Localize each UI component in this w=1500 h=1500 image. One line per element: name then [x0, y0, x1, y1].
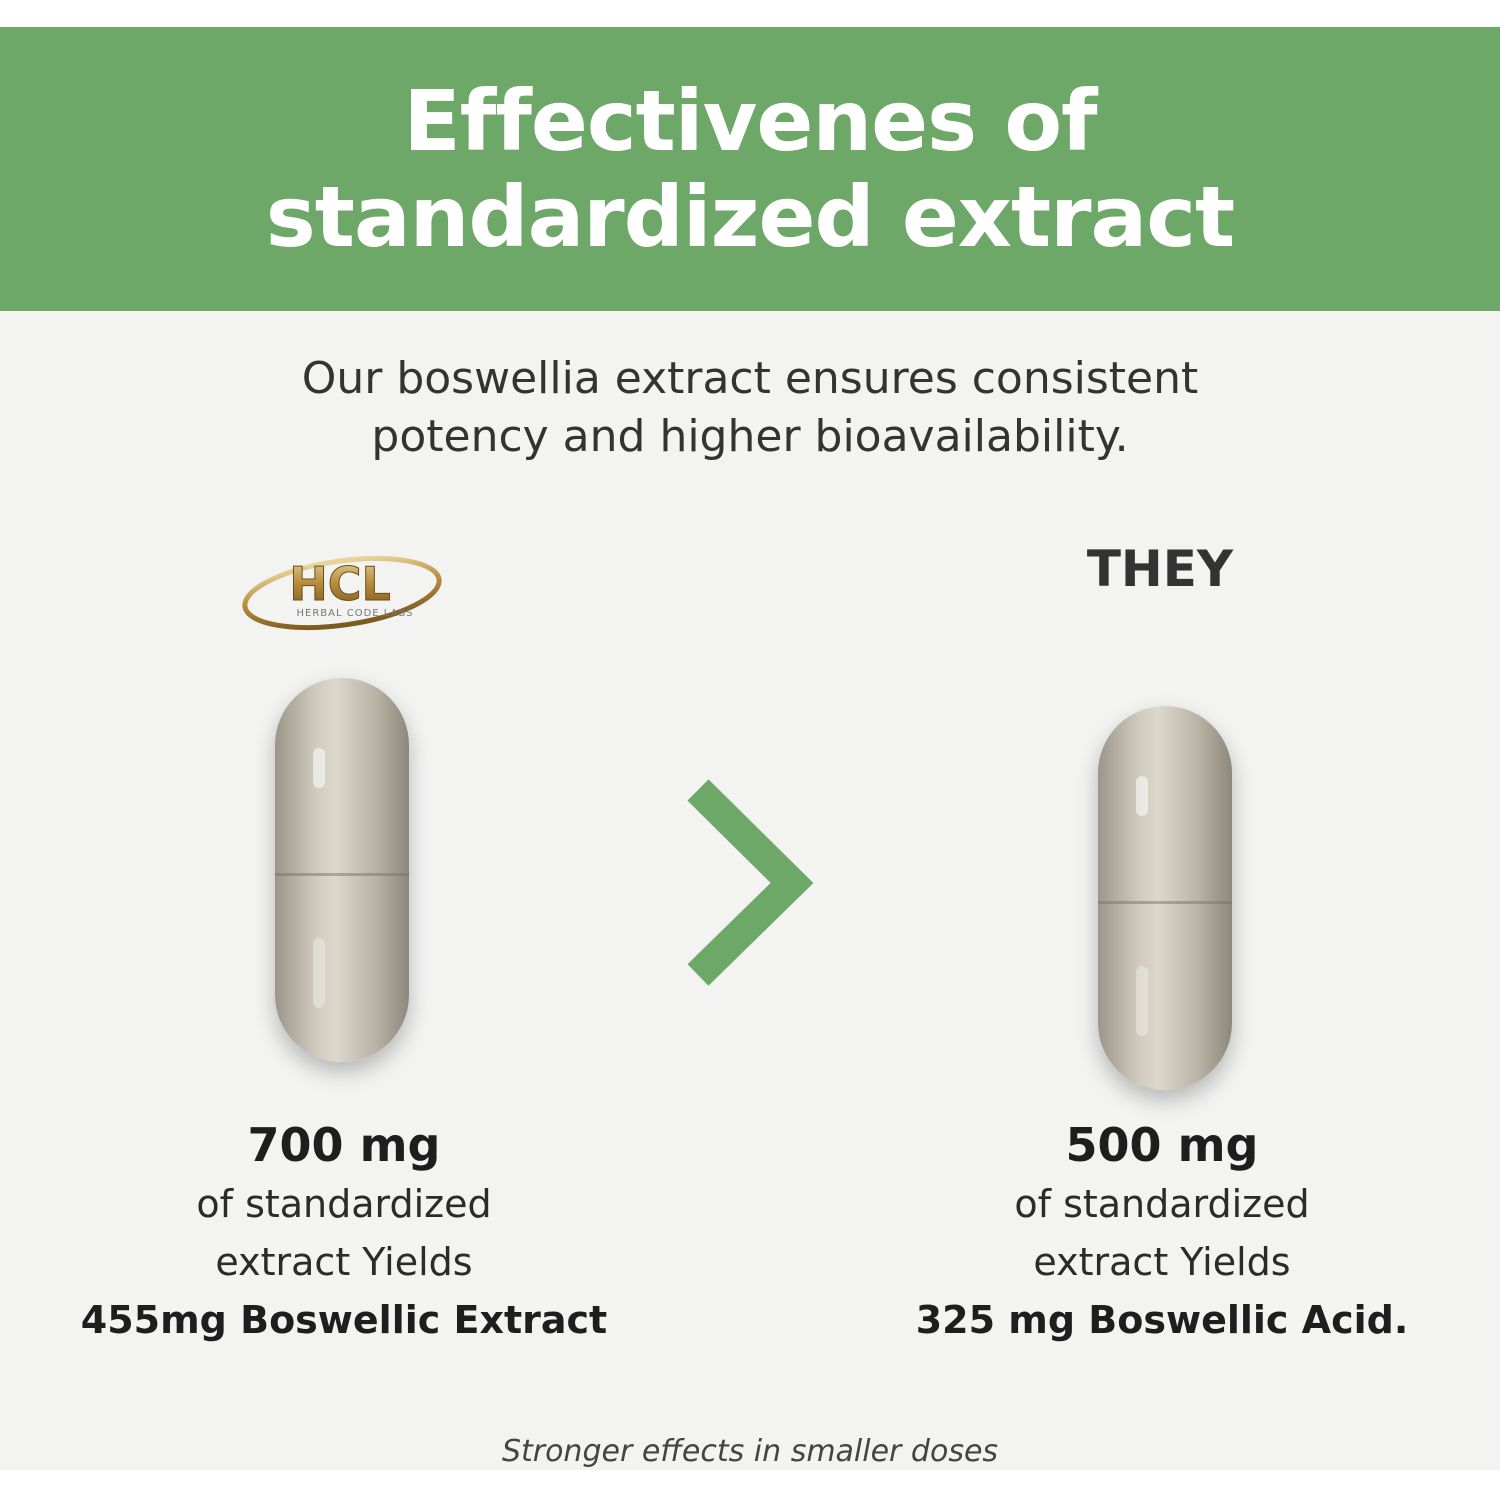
hcl-result: 455mg Boswellic Extract — [80, 1298, 608, 1342]
hcl-line-1: of standardized — [196, 1182, 492, 1226]
hcl-line-2: extract Yields — [215, 1240, 473, 1284]
competitor-amount: 500 mg — [1065, 1118, 1259, 1172]
subtitle-line-1: Our boswellia extract ensures consistent — [301, 353, 1199, 404]
competitor-dose-info: 500 mg of standardized extract Yields 32… — [862, 1115, 1462, 1349]
svg-text:HERBAL CODE LABS: HERBAL CODE LABS — [297, 608, 414, 619]
competitor-result: 325 mg Boswellic Acid. — [915, 1298, 1409, 1342]
hcl-logo: HCL HERBAL CODE LABS — [242, 556, 442, 630]
hcl-capsule-image — [275, 678, 409, 1062]
svg-text:HCL: HCL — [289, 557, 391, 611]
hcl-amount: 700 mg — [247, 1118, 441, 1172]
top-margin — [0, 0, 1500, 27]
chevron-right-icon — [687, 779, 814, 986]
subtitle: Our boswellia extract ensures consistent… — [0, 350, 1500, 466]
competitor-line-2: extract Yields — [1033, 1240, 1291, 1284]
footer-tagline: Stronger effects in smaller doses — [501, 1434, 999, 1469]
title-line-2: standardized extract — [265, 168, 1235, 266]
title-banner: Effectivenes of standardized extract — [0, 27, 1500, 311]
hcl-dose-info: 700 mg of standardized extract Yields 45… — [44, 1115, 644, 1349]
title-line-1: Effectivenes of — [403, 72, 1097, 170]
competitor-label: THEY — [1086, 540, 1234, 598]
competitor-capsule-image — [1098, 706, 1232, 1090]
subtitle-line-2: potency and higher bioavailability. — [371, 411, 1129, 462]
competitor-line-1: of standardized — [1014, 1182, 1310, 1226]
bottom-margin — [0, 1470, 1500, 1500]
